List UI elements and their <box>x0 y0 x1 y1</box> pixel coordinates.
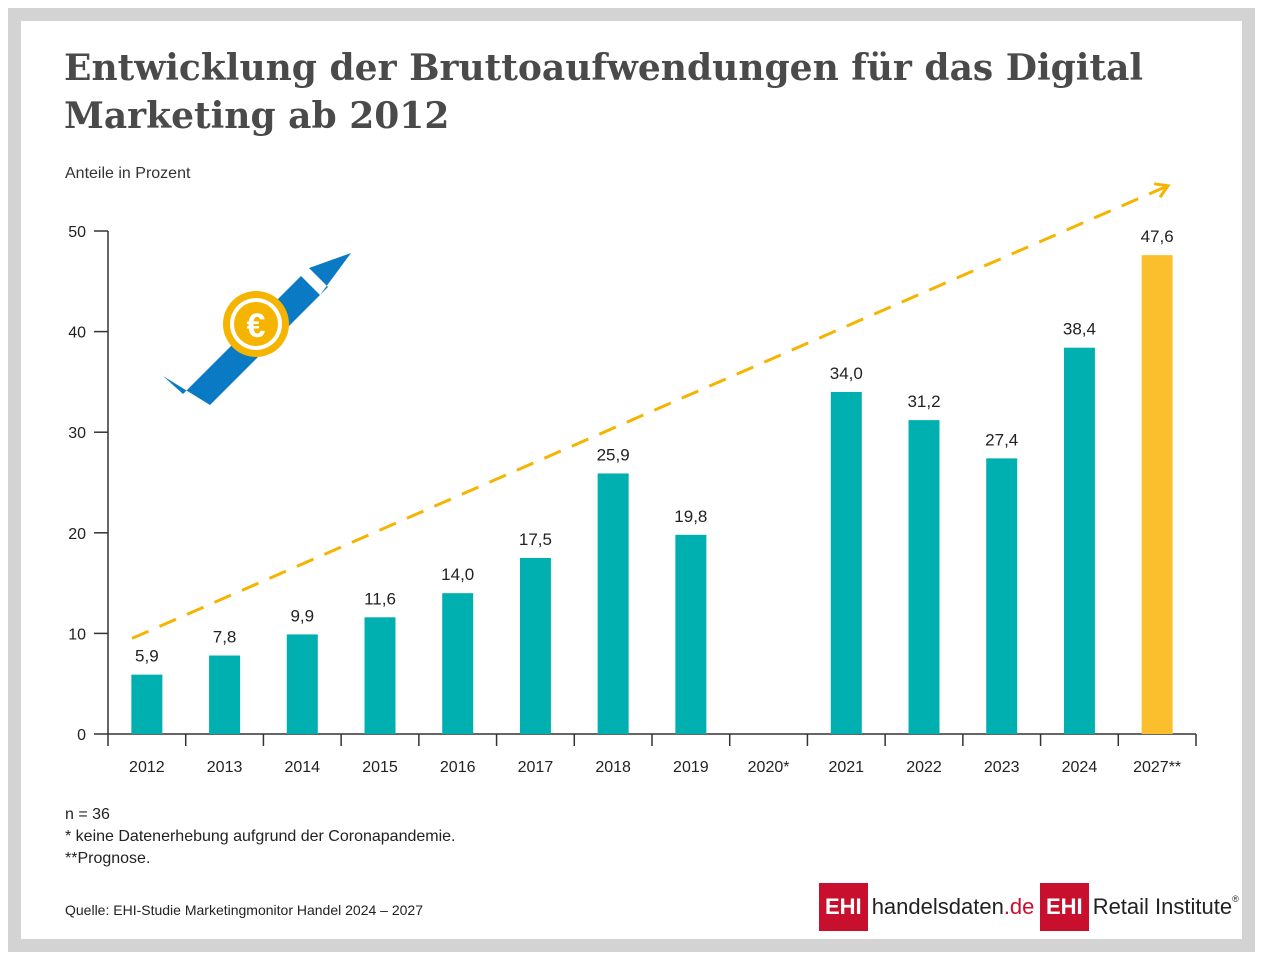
euro-coin-face <box>234 302 278 346</box>
decoration: € <box>163 253 351 405</box>
bar-value-label: 9,9 <box>290 606 314 625</box>
bar <box>597 473 629 734</box>
handelsdaten-name: handelsdaten <box>871 894 1004 919</box>
handelsdaten-logo-text: handelsdaten.de <box>872 894 1035 920</box>
x-tick-label: 2015 <box>362 759 398 776</box>
x-tick-label: 2020* <box>748 759 790 776</box>
x-tick-label: 2014 <box>284 759 320 776</box>
bar <box>986 458 1018 734</box>
bar <box>1063 347 1095 734</box>
bar <box>908 420 940 734</box>
bar <box>830 391 862 734</box>
note-corona: * keine Datenerhebung aufgrund der Coron… <box>65 828 456 845</box>
bar-value-label: 5,9 <box>135 647 159 666</box>
retail-institute-logo[interactable]: EHI Retail Institute® <box>1040 883 1239 931</box>
source-note: Quelle: EHI-Studie Marketingmonitor Hand… <box>65 902 423 918</box>
handelsdaten-tld: .de <box>1003 894 1035 919</box>
x-tick-label: 2018 <box>595 759 631 776</box>
x-tick-label: 2019 <box>673 759 709 776</box>
bar <box>675 534 707 734</box>
bar-value-label: 27,4 <box>985 430 1018 449</box>
y-tick-label: 20 <box>68 526 86 543</box>
bar <box>131 674 163 734</box>
trend-arrow-head <box>1153 182 1171 199</box>
bar-value-label: 17,5 <box>519 530 552 549</box>
bar-value-label: 14,0 <box>441 565 474 584</box>
bar <box>519 557 551 734</box>
chart-notes: n = 36 * keine Datenerhebung aufgrund de… <box>65 804 456 870</box>
chart-frame <box>8 8 1255 952</box>
handelsdaten-logo[interactable]: EHI handelsdaten.de <box>819 883 1034 931</box>
bar-value-label: 7,8 <box>213 628 237 647</box>
euro-sign: € <box>247 307 266 345</box>
retail-institute-logo-box: EHI <box>1040 883 1089 931</box>
x-tick-label: 2023 <box>984 759 1020 776</box>
x-tick-label: 2012 <box>129 759 165 776</box>
note-n: n = 36 <box>65 806 110 823</box>
trend-line <box>131 184 1169 640</box>
bar <box>286 634 318 734</box>
note-forecast: **Prognose. <box>65 850 151 867</box>
retail-institute-name: Retail Institute <box>1092 894 1233 919</box>
retail-institute-logo-text: Retail Institute® <box>1093 894 1239 920</box>
y-tick-label: 40 <box>68 325 86 342</box>
forecast-bar <box>1141 255 1173 735</box>
x-tick-label: 2024 <box>1062 759 1098 776</box>
x-tick-label: 2017 <box>518 759 554 776</box>
y-axis-unit-label: Anteile in Prozent <box>65 165 191 182</box>
y-tick-label: 30 <box>68 425 86 442</box>
bar-value-label: 34,0 <box>830 364 863 383</box>
bar <box>209 655 241 734</box>
chart-title: Entwicklung der Bruttoaufwendungen für d… <box>64 47 1144 137</box>
bar <box>364 617 396 734</box>
x-tick-label: 2022 <box>906 759 942 776</box>
bar <box>442 593 474 734</box>
bar-value-label: 31,2 <box>907 392 940 411</box>
bar-value-label: 25,9 <box>597 445 630 464</box>
x-tick-label: 2016 <box>440 759 476 776</box>
y-tick-label: 10 <box>68 626 86 643</box>
x-tick-label: 2021 <box>828 759 864 776</box>
x-tick-label: 2027** <box>1133 759 1181 776</box>
bar-value-label: 38,4 <box>1063 320 1096 339</box>
y-tick-label: 50 <box>68 224 86 241</box>
bar-value-label: 11,6 <box>364 589 396 608</box>
handelsdaten-logo-box: EHI <box>819 883 868 931</box>
bar-value-label: 47,6 <box>1141 227 1174 246</box>
bar-value-label: 19,8 <box>674 507 707 526</box>
x-tick-label: 2013 <box>207 759 243 776</box>
registered-mark: ® <box>1232 894 1239 904</box>
y-tick-label: 0 <box>77 727 86 744</box>
